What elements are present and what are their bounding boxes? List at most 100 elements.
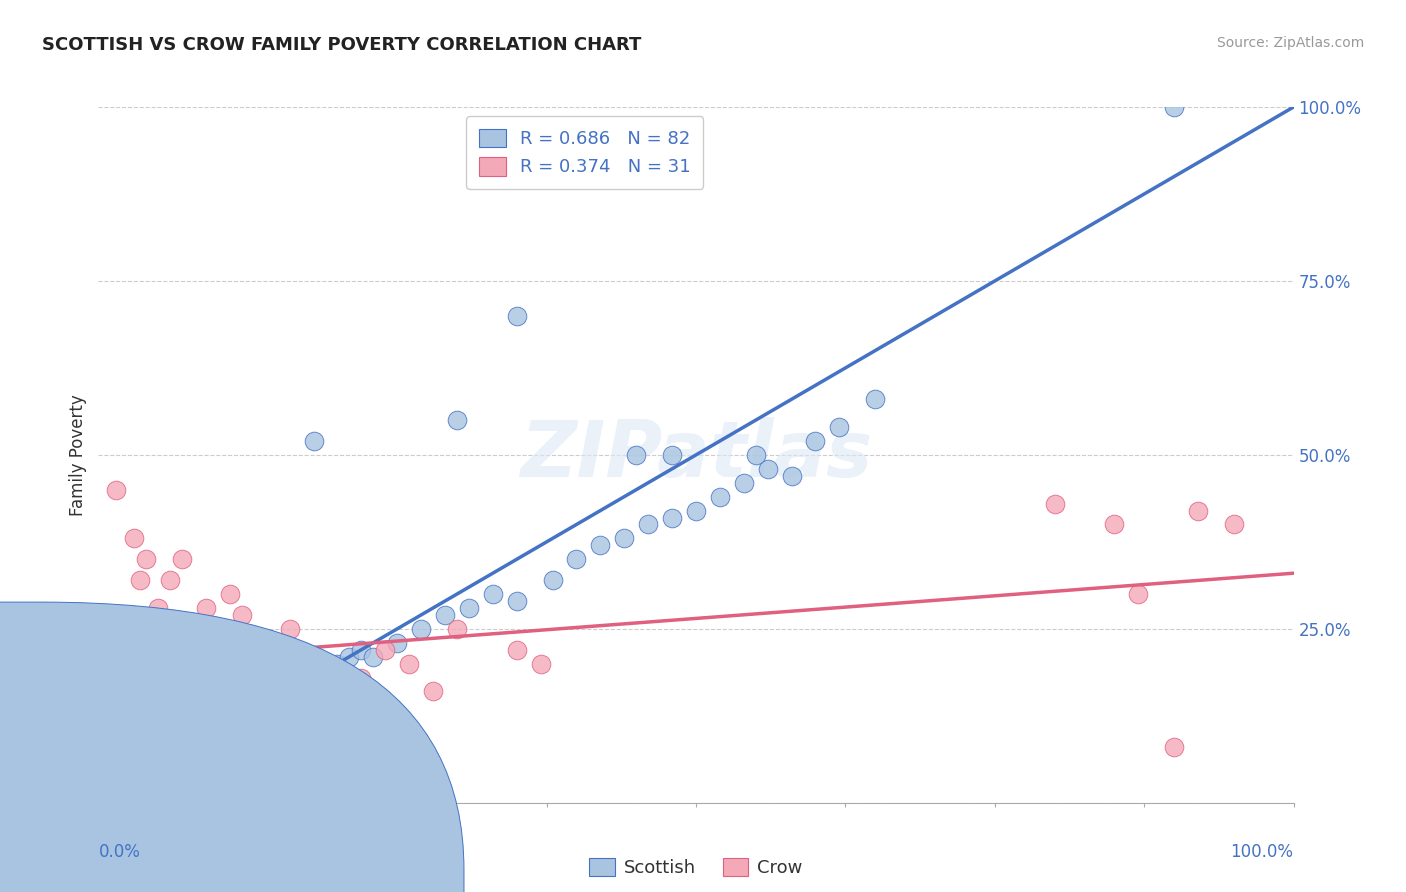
Point <box>529 657 551 671</box>
Point <box>201 667 224 681</box>
Point <box>100 783 122 797</box>
Point <box>108 764 131 779</box>
Point <box>745 448 768 462</box>
Point <box>506 309 529 323</box>
Point <box>863 392 886 407</box>
Point <box>111 757 134 772</box>
Point <box>98 778 122 792</box>
Point <box>267 642 290 657</box>
Point <box>105 483 128 497</box>
Point <box>565 552 588 566</box>
Point <box>661 448 683 462</box>
Point <box>148 706 170 720</box>
Point <box>315 671 337 685</box>
Point <box>541 573 564 587</box>
Point <box>120 733 142 747</box>
Legend: R = 0.686   N = 82, R = 0.374   N = 31: R = 0.686 N = 82, R = 0.374 N = 31 <box>465 116 703 189</box>
Point <box>117 744 139 758</box>
Point <box>350 642 373 657</box>
Point <box>1163 100 1185 114</box>
Point <box>114 750 136 764</box>
Point <box>107 761 129 775</box>
Point <box>93 747 115 761</box>
Point <box>302 657 325 671</box>
Point <box>177 677 200 691</box>
Point <box>105 768 128 782</box>
Point <box>165 684 187 698</box>
Point <box>115 740 138 755</box>
Point <box>242 657 264 671</box>
Point <box>780 468 803 483</box>
Point <box>172 552 194 566</box>
Text: 100.0%: 100.0% <box>1230 843 1294 861</box>
Point <box>103 780 125 795</box>
Point <box>1102 517 1125 532</box>
Point <box>172 688 194 702</box>
Point <box>506 594 529 608</box>
Point <box>457 601 479 615</box>
Point <box>326 684 349 698</box>
Point <box>183 671 205 685</box>
Point <box>219 587 242 601</box>
Point <box>422 684 444 698</box>
Point <box>1222 517 1246 532</box>
Point <box>129 730 152 744</box>
Point <box>278 622 301 636</box>
Point <box>153 698 176 713</box>
Point <box>94 785 117 799</box>
Point <box>104 772 127 786</box>
Point <box>290 684 312 698</box>
Point <box>326 657 349 671</box>
Point <box>709 490 731 504</box>
Point <box>159 573 181 587</box>
Text: ZIPatlas: ZIPatlas <box>520 417 872 493</box>
Point <box>637 517 659 532</box>
Text: SCOTTISH VS CROW FAMILY POVERTY CORRELATION CHART: SCOTTISH VS CROW FAMILY POVERTY CORRELAT… <box>42 36 641 54</box>
Point <box>124 532 146 546</box>
Point <box>194 664 217 678</box>
Point <box>207 726 229 740</box>
Point <box>125 726 148 740</box>
Point <box>242 706 264 720</box>
Point <box>141 712 163 726</box>
Point <box>101 775 124 789</box>
Point <box>506 642 529 657</box>
Point <box>93 791 115 805</box>
Point <box>1163 740 1185 755</box>
Point <box>112 747 135 761</box>
Point <box>89 792 111 806</box>
Point <box>98 785 121 799</box>
Point <box>91 790 114 805</box>
Point <box>159 702 181 716</box>
Text: 0.0%: 0.0% <box>98 843 141 861</box>
Point <box>363 649 385 664</box>
Point <box>231 719 253 733</box>
Point <box>624 448 647 462</box>
Point <box>135 552 157 566</box>
Point <box>385 636 409 650</box>
Point <box>337 649 360 664</box>
Point <box>219 712 242 726</box>
Point <box>207 642 229 657</box>
Point <box>90 789 112 803</box>
Point <box>110 754 132 768</box>
Point <box>194 601 217 615</box>
Point <box>685 503 707 517</box>
Point <box>302 434 325 448</box>
Point <box>446 413 468 427</box>
Point <box>129 573 152 587</box>
Point <box>97 781 120 796</box>
Point <box>1187 503 1209 517</box>
Point <box>267 691 290 706</box>
Point <box>135 719 157 733</box>
Point <box>302 677 325 691</box>
Point <box>231 607 253 622</box>
Point <box>481 587 505 601</box>
Point <box>1043 497 1066 511</box>
Point <box>188 674 211 689</box>
Point <box>433 607 456 622</box>
Point <box>98 733 122 747</box>
Y-axis label: Family Poverty: Family Poverty <box>69 394 87 516</box>
Point <box>828 420 851 434</box>
Point <box>446 622 468 636</box>
